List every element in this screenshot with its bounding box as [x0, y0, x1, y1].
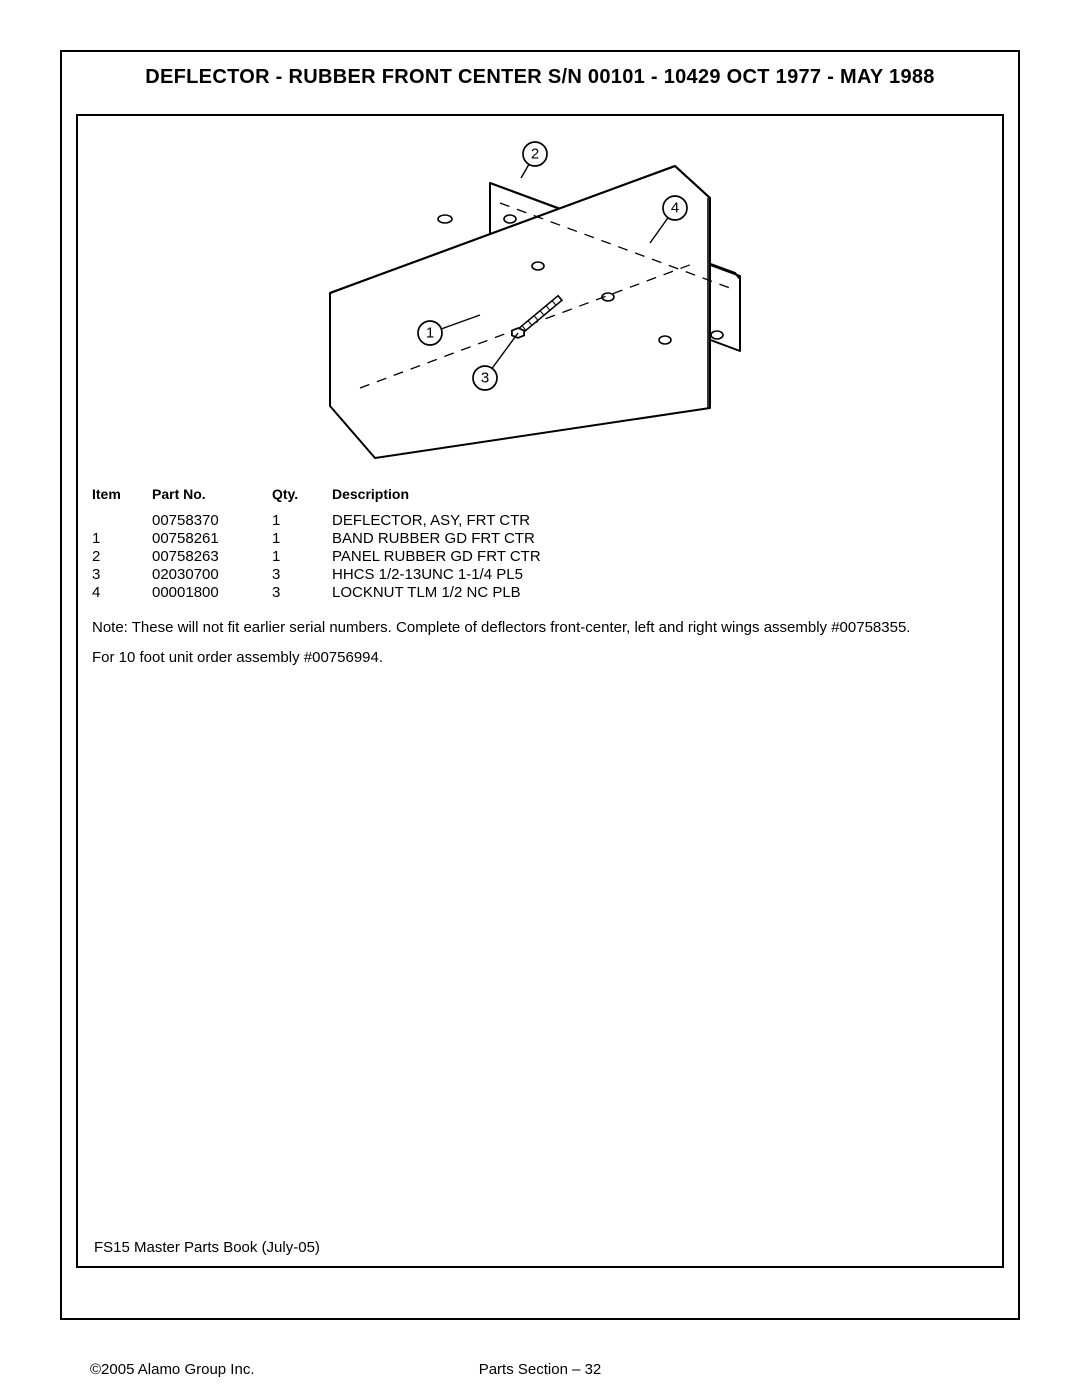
cell-desc: DEFLECTOR, ASY, FRT CTR — [332, 512, 567, 530]
table-row: 007583701DEFLECTOR, ASY, FRT CTR — [92, 512, 567, 530]
col-header-desc: Description — [332, 484, 567, 512]
page-title: DEFLECTOR - RUBBER FRONT CENTER S/N 0010… — [62, 52, 1018, 103]
note-line: For 10 foot unit order assembly #0075699… — [92, 648, 988, 668]
table-row: 1007582611BAND RUBBER GD FRT CTR — [92, 530, 567, 548]
cell-desc: BAND RUBBER GD FRT CTR — [332, 530, 567, 548]
svg-text:3: 3 — [481, 370, 489, 387]
svg-text:1: 1 — [426, 325, 434, 342]
cell-item — [92, 512, 152, 530]
table-row: 4000018003LOCKNUT TLM 1/2 NC PLB — [92, 584, 567, 602]
col-header-qty: Qty. — [272, 484, 332, 512]
table-row: 3020307003HHCS 1/2-13UNC 1-1/4 PL5 — [92, 566, 567, 584]
cell-qty: 1 — [272, 530, 332, 548]
parts-table: Item Part No. Qty. Description 007583701… — [92, 484, 567, 602]
table-row: 2007582631PANEL RUBBER GD FRT CTR — [92, 548, 567, 566]
cell-desc: PANEL RUBBER GD FRT CTR — [332, 548, 567, 566]
cell-item: 2 — [92, 548, 152, 566]
exploded-diagram: 1 2 3 4 — [92, 128, 988, 478]
cell-part: 00758261 — [152, 530, 272, 548]
cell-part: 00758370 — [152, 512, 272, 530]
note-line: Note: These will not fit earlier serial … — [92, 618, 988, 638]
footer-section: Parts Section – 32 — [0, 1361, 1080, 1378]
col-header-item: Item — [92, 484, 152, 512]
cell-qty: 3 — [272, 566, 332, 584]
cell-item: 1 — [92, 530, 152, 548]
page-frame: DEFLECTOR - RUBBER FRONT CENTER S/N 0010… — [60, 50, 1020, 1320]
content-frame: 1234 Item Part No. Qty. Description 0075… — [76, 114, 1004, 1268]
cell-item: 4 — [92, 584, 152, 602]
svg-text:2: 2 — [531, 146, 539, 163]
table-header-row: Item Part No. Qty. Description — [92, 484, 567, 512]
svg-text:4: 4 — [671, 200, 679, 217]
cell-qty: 1 — [272, 512, 332, 530]
cell-part: 00758263 — [152, 548, 272, 566]
cell-desc: LOCKNUT TLM 1/2 NC PLB — [332, 584, 567, 602]
footer-book-title: FS15 Master Parts Book (July-05) — [94, 1239, 320, 1256]
cell-qty: 1 — [272, 548, 332, 566]
cell-part: 02030700 — [152, 566, 272, 584]
cell-desc: HHCS 1/2-13UNC 1-1/4 PL5 — [332, 566, 567, 584]
cell-qty: 3 — [272, 584, 332, 602]
col-header-part: Part No. — [152, 484, 272, 512]
cell-part: 00001800 — [152, 584, 272, 602]
cell-item: 3 — [92, 566, 152, 584]
notes-block: Note: These will not fit earlier serial … — [92, 618, 988, 669]
